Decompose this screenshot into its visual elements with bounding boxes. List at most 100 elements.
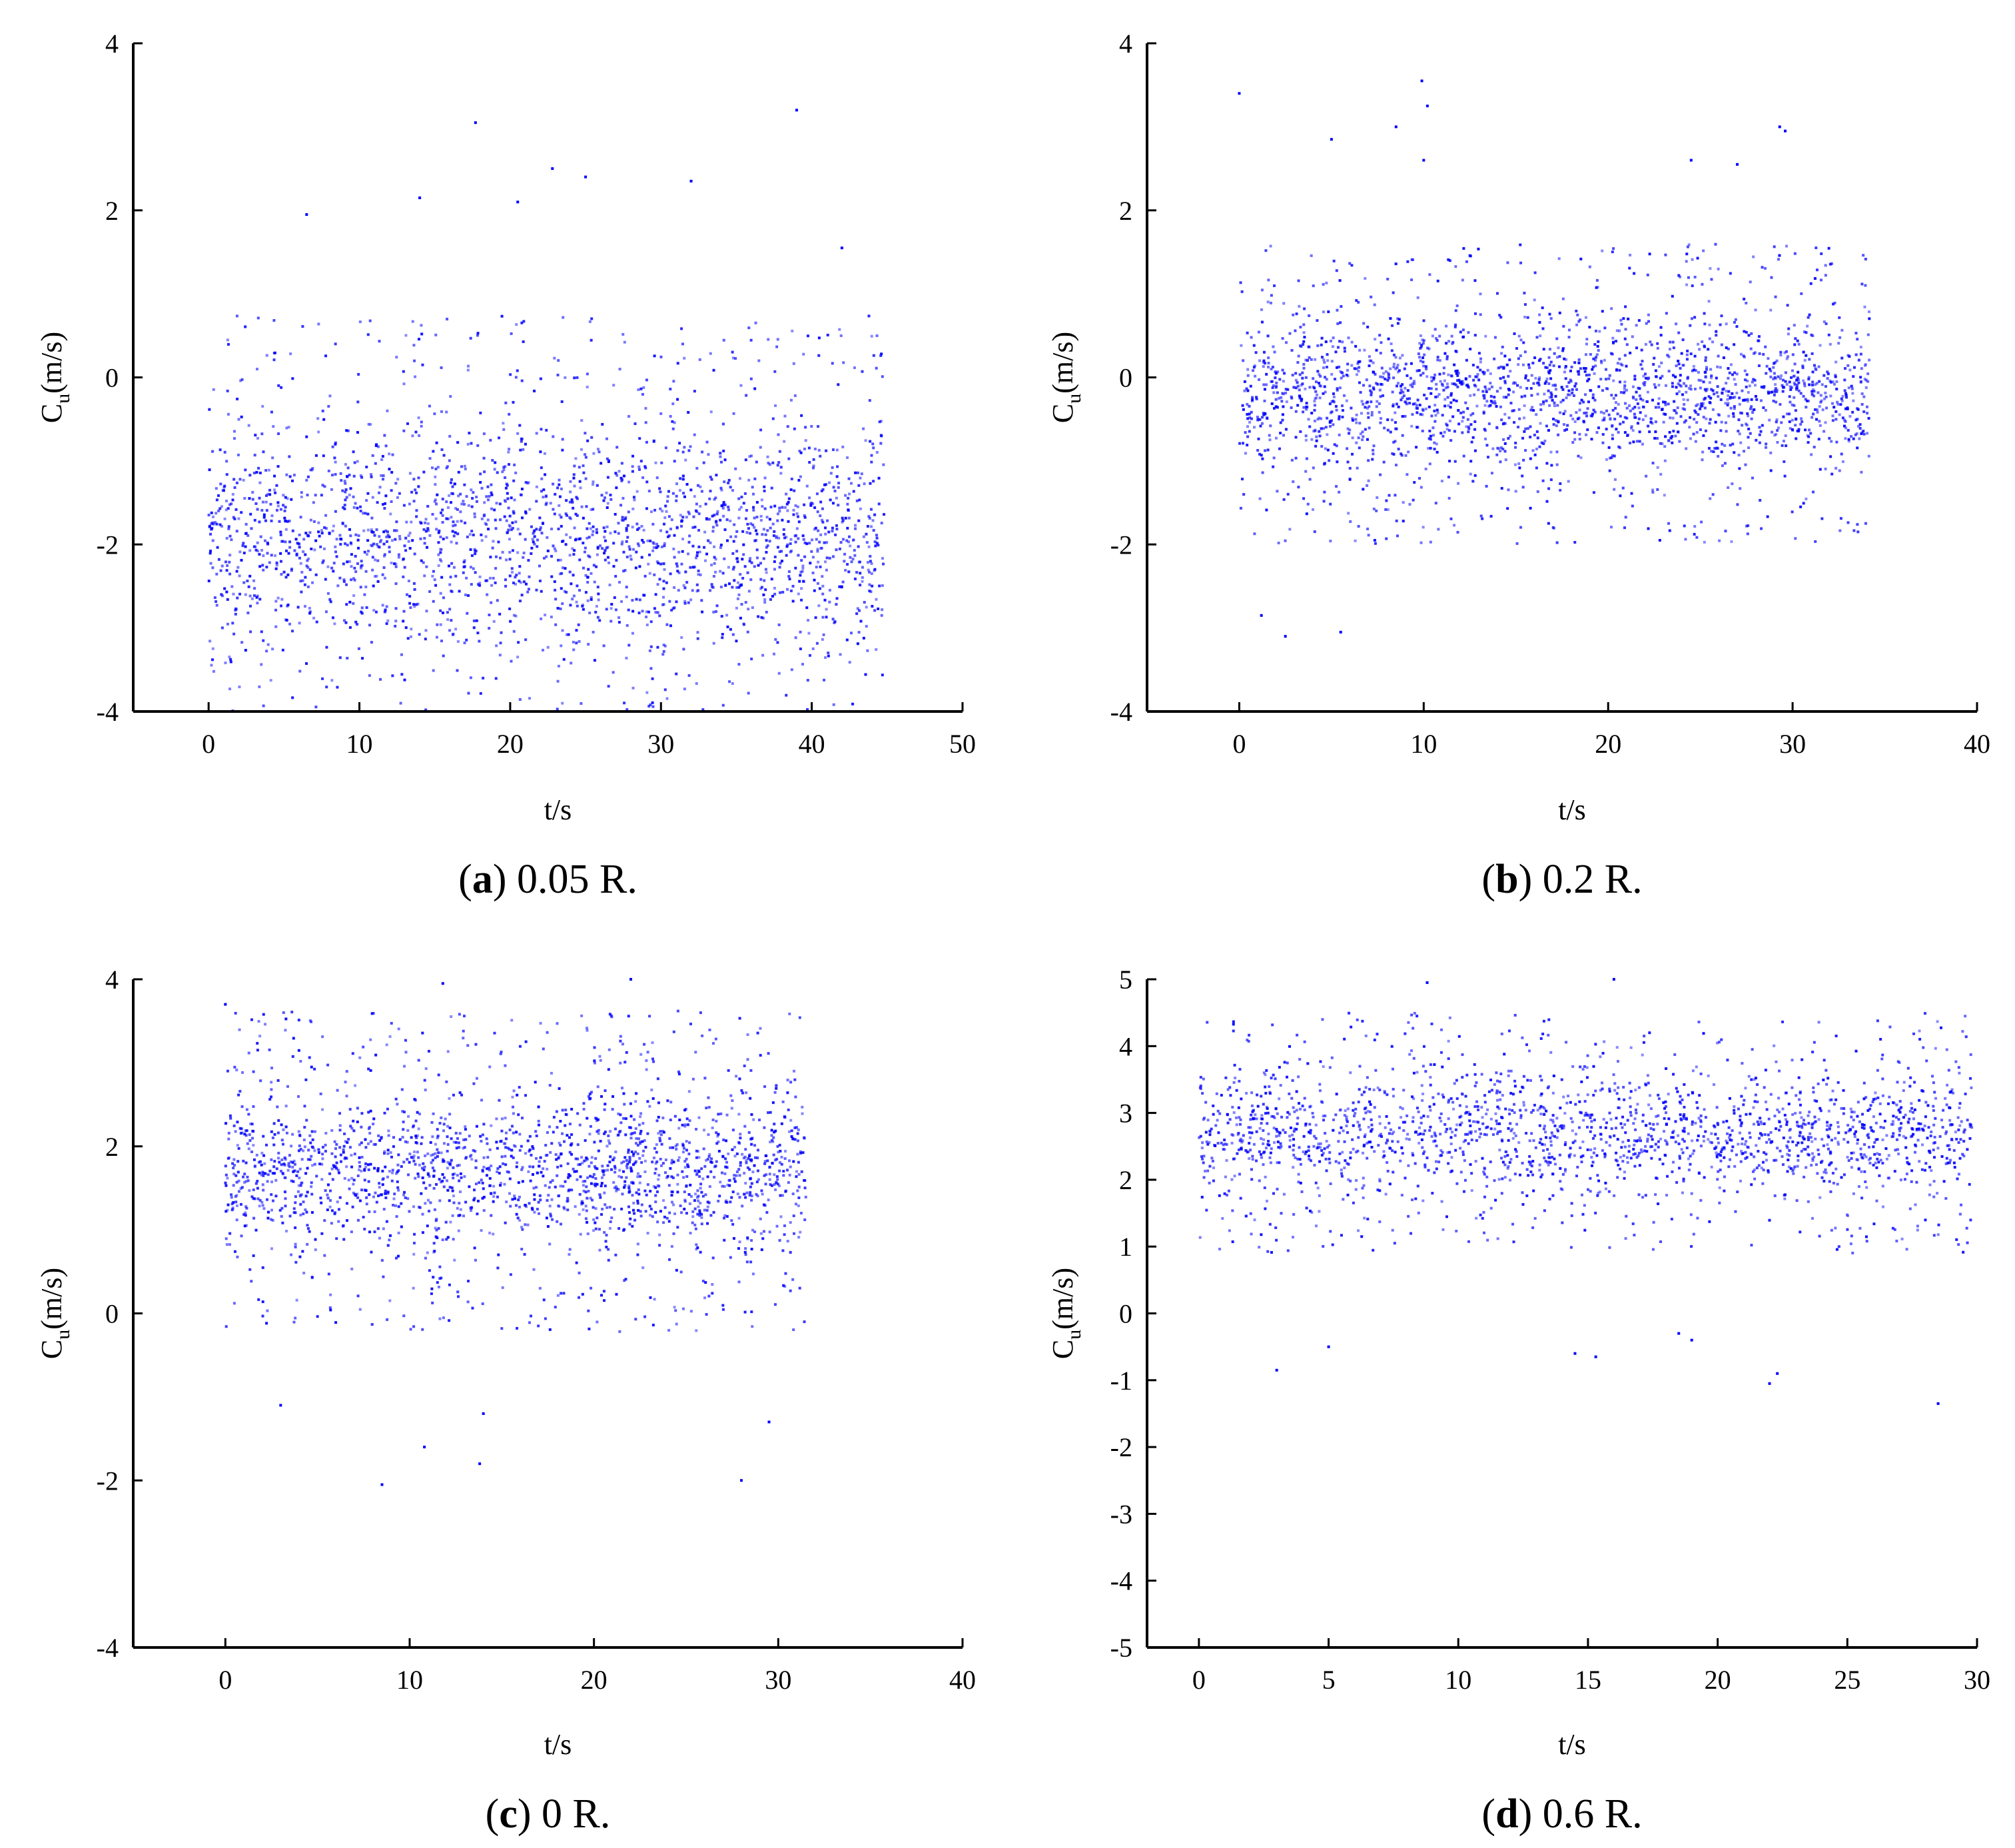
data-point [1866, 333, 1870, 336]
data-point [1807, 441, 1810, 444]
data-point [1803, 358, 1807, 362]
data-point [673, 556, 676, 559]
data-point [1704, 396, 1707, 400]
data-point [1410, 278, 1413, 282]
data-point [854, 471, 857, 474]
data-point [1627, 317, 1630, 320]
data-point [1794, 409, 1797, 412]
data-point [1413, 481, 1416, 484]
data-point [236, 596, 239, 600]
data-point [460, 502, 464, 506]
data-point [1469, 347, 1472, 350]
data-point [1795, 417, 1798, 420]
data-point [1410, 424, 1413, 428]
data-point [818, 587, 821, 590]
data-point [1535, 336, 1539, 339]
data-point [811, 647, 815, 650]
data-point [476, 332, 480, 335]
data-point [1271, 386, 1274, 389]
data-point [404, 1140, 407, 1143]
data-point [851, 538, 855, 542]
data-point [1668, 430, 1671, 434]
data-point [1270, 294, 1273, 297]
data-point [539, 526, 542, 530]
data-point [785, 588, 789, 591]
data-point [1648, 430, 1651, 434]
data-point [648, 649, 651, 652]
data-point [1683, 524, 1686, 528]
data-point [1334, 404, 1338, 408]
data-point [1781, 378, 1785, 382]
data-point [539, 450, 542, 454]
data-point [410, 490, 414, 494]
data-point [1316, 393, 1319, 396]
data-point [1868, 317, 1871, 320]
data-point [1346, 362, 1350, 366]
data-point [504, 476, 507, 480]
data-point [1779, 350, 1783, 354]
data-point [1432, 378, 1435, 381]
data-point [772, 534, 775, 538]
data-point [233, 430, 236, 433]
data-point [602, 499, 605, 502]
data-point [395, 1256, 398, 1260]
data-point [582, 516, 585, 520]
data-point [1763, 385, 1766, 388]
data-point [1555, 356, 1559, 359]
data-point [403, 544, 406, 548]
data-point [314, 539, 318, 542]
data-point [846, 502, 849, 506]
data-point [440, 366, 443, 369]
data-point [378, 540, 382, 544]
data-point [828, 556, 831, 560]
data-point [1611, 342, 1615, 345]
data-point [645, 610, 648, 614]
data-point [815, 642, 819, 645]
data-point [508, 524, 511, 527]
data-point [637, 526, 641, 530]
data-point [247, 1147, 250, 1151]
data-point [1717, 354, 1720, 358]
data-point [1817, 438, 1820, 441]
data-point [578, 480, 582, 483]
data-point [1395, 427, 1398, 430]
data-point [231, 492, 234, 496]
data-point [1282, 302, 1286, 305]
data-point [1674, 375, 1677, 378]
data-point [1266, 300, 1270, 304]
data-point [1675, 422, 1679, 425]
data-point [1362, 384, 1366, 387]
data-point [1812, 388, 1815, 391]
data-point [1521, 474, 1524, 478]
data-point [225, 569, 228, 572]
data-point [1358, 366, 1361, 369]
data-point [570, 662, 573, 665]
data-point [655, 542, 659, 546]
data-point [415, 515, 418, 518]
data-point [367, 422, 370, 426]
data-point [619, 1061, 622, 1065]
data-point [753, 516, 756, 520]
data-point [809, 562, 812, 565]
data-point [1254, 374, 1257, 378]
data-point [1384, 508, 1388, 511]
data-point [1701, 282, 1704, 286]
data-point [1632, 440, 1635, 444]
data-point [1270, 380, 1274, 383]
data-point [801, 534, 805, 538]
data-point [680, 562, 683, 566]
data-point [1843, 418, 1846, 422]
data-point [237, 1093, 240, 1097]
x-tick-label: 30 [647, 729, 674, 759]
data-point [440, 560, 443, 563]
data-point [294, 538, 298, 541]
data-point [462, 503, 466, 506]
data-point [1359, 432, 1362, 436]
data-point [1579, 402, 1582, 405]
data-point [802, 352, 805, 356]
data-point [1802, 502, 1805, 505]
data-point [1866, 380, 1870, 383]
data-point [1392, 362, 1396, 366]
data-point [1368, 384, 1372, 388]
data-point [1567, 336, 1571, 339]
